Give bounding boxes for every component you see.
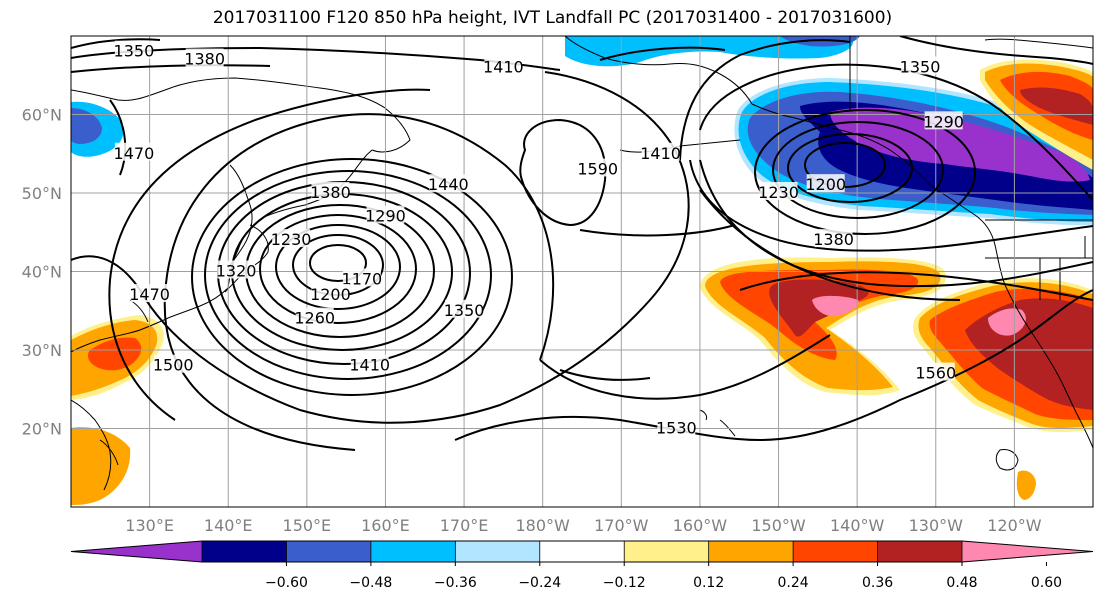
colorbar-segment	[624, 541, 710, 562]
colorbar-tick-label: 0.48	[946, 575, 977, 591]
contour-label-bg	[916, 362, 955, 381]
axis-labels: 130°E 140°E 150°E 160°E 170°E 180°W 170°W 160°W…	[22, 106, 1042, 536]
colorbar-segment	[370, 541, 456, 562]
contour-label-bg	[759, 182, 798, 200]
contour-label-bg	[311, 284, 350, 303]
contour-label-bg	[429, 174, 468, 193]
contour-label: 1320	[216, 262, 257, 281]
contour-label: 1290	[923, 112, 964, 131]
map-area: 1350 1380 1410 1350 1470 1440 1590 1410 1290 1230…	[70, 35, 1094, 508]
lon-tick-label: 140°E	[204, 516, 253, 535]
colorbar-segment	[877, 541, 963, 562]
shading-japan-positive	[71, 315, 164, 505]
contour-label: 1590	[577, 159, 618, 178]
contour-label: 1290	[365, 207, 406, 226]
contour-label: 1440	[428, 175, 469, 194]
contour-labels: 1350 1380 1410 1350 1470 1440 1590 1410 1290 1230…	[114, 40, 964, 438]
colorbar-segment	[539, 541, 625, 562]
contour-label: 1500	[153, 356, 194, 375]
map-title: 2017031100 F120 850 hPa height, IVT Land…	[212, 8, 893, 28]
contour-label: 1560	[915, 364, 956, 383]
lon-tick-label: 150°E	[283, 516, 332, 535]
contour-label: 1200	[805, 175, 846, 194]
contour-label: 1530	[656, 419, 697, 438]
contour-label: 1170	[342, 269, 383, 288]
colorbar-tick-label: 0.60	[1031, 575, 1062, 591]
contour-label: 1230	[758, 183, 799, 202]
lon-tick-label: 140°W	[830, 516, 885, 535]
contour-label: 1350	[114, 42, 155, 61]
contour-label: 1470	[129, 285, 170, 304]
contour-label: 1410	[483, 57, 524, 76]
contour-label-bg	[445, 299, 484, 318]
contour-label: 1350	[900, 57, 941, 76]
contour-label-bg	[350, 354, 389, 373]
shading-nw-negative	[71, 101, 124, 157]
contour-label: 1350	[444, 301, 485, 320]
colorbar-tick-label: −0.60	[265, 575, 308, 591]
lon-tick-label: 160°W	[673, 516, 728, 535]
colorbar-tick-label: 0.24	[778, 575, 809, 591]
lon-tick-label: 160°E	[361, 516, 410, 535]
lat-tick-label: 50°N	[22, 184, 62, 203]
contour-label-bg	[272, 229, 311, 248]
contour-label-bg	[484, 56, 523, 75]
contour-label-bg	[342, 268, 381, 287]
contour-label-bg	[154, 354, 193, 373]
height-contours	[71, 36, 1093, 451]
contour-label: 1260	[294, 309, 335, 328]
lat-tick-label: 40°N	[22, 263, 62, 282]
contour-label-bg	[114, 142, 153, 161]
contour-label-bg	[366, 205, 405, 224]
lon-tick-label: 170°W	[594, 516, 649, 535]
lon-tick-label: 120°W	[987, 516, 1042, 535]
contour-label: 1380	[813, 230, 854, 249]
contour-label-bg	[311, 182, 350, 200]
colorbar-extend-high	[962, 541, 1093, 562]
contour-label-bg	[814, 229, 853, 248]
contour-label: 1380	[184, 50, 225, 69]
contour-label: 1410	[640, 144, 681, 163]
lat-tick-label: 20°N	[22, 420, 62, 439]
colorbar-segment	[202, 541, 287, 562]
lon-tick-label: 130°W	[909, 516, 964, 535]
colorbar-segment	[793, 541, 879, 562]
colorbar-segment	[455, 541, 541, 562]
contour-label-bg	[295, 307, 334, 326]
contour-label-bg	[657, 417, 696, 436]
lat-tick-label: 30°N	[22, 341, 62, 360]
contour-label-bg	[806, 174, 845, 193]
map-frame	[70, 35, 1094, 508]
colorbar: −0.60 −0.48 −0.36 −0.24 −0.12 0.12 0.24 0.36 0.4…	[70, 540, 1094, 591]
contour-label: 1410	[349, 356, 390, 375]
contour-label-bg	[924, 111, 963, 130]
contour-label-bg	[217, 260, 256, 279]
contour-label-bg	[185, 48, 224, 67]
colorbar-tick-label: −0.48	[349, 575, 392, 591]
lon-tick-label: 150°W	[751, 516, 806, 535]
contour-label-bg	[641, 142, 680, 161]
contour-label: 1230	[271, 230, 312, 249]
contour-label-bg	[114, 40, 153, 59]
lon-tick-label: 180°W	[516, 516, 571, 535]
colorbar-tick-label: 0.36	[862, 575, 893, 591]
contour-label: 1470	[114, 144, 155, 163]
contour-label: 1200	[310, 285, 351, 304]
colorbar-extend-low	[71, 541, 202, 562]
colorbar-tick-label: −0.24	[518, 575, 561, 591]
contour-label-bg	[578, 158, 617, 177]
contour-label: 1380	[310, 183, 351, 202]
colorbar-tick-label: 0.12	[693, 575, 724, 591]
contour-label-bg	[901, 56, 940, 75]
gridlines	[71, 36, 1093, 507]
lon-tick-label: 170°E	[440, 516, 489, 535]
contour-label-bg	[130, 284, 169, 303]
colorbar-tick-label: −0.12	[603, 575, 646, 591]
lon-tick-label: 130°E	[125, 516, 174, 535]
colorbar-tick-label: −0.36	[434, 575, 477, 591]
colorbar-segment	[708, 541, 794, 562]
lat-tick-label: 60°N	[22, 106, 62, 125]
colorbar-segment	[286, 541, 372, 562]
